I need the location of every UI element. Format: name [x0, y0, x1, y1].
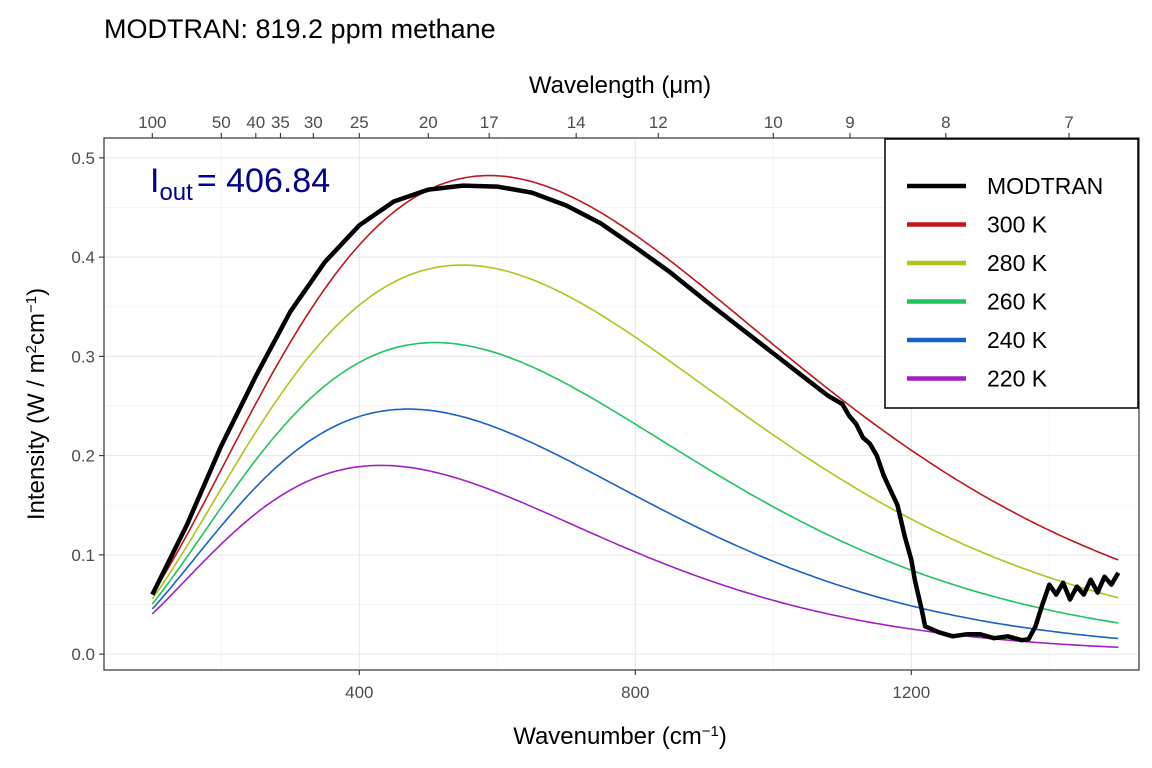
y-axis-label-sup2: −1	[23, 296, 40, 313]
iout-symbol: I	[150, 162, 159, 200]
x-axis-label-unit: cm	[670, 723, 702, 750]
legend-label: 300 K	[987, 212, 1048, 238]
legend-label: MODTRAN	[987, 173, 1103, 199]
iout-value: = 406.84	[197, 162, 330, 200]
y-tick-label: 0.0	[71, 645, 95, 664]
top-tick-label: 50	[212, 113, 231, 132]
legend-label: 260 K	[987, 289, 1048, 315]
y-tick-label: 0.5	[71, 149, 95, 168]
x-axis-label-name: Wavenumber	[513, 723, 655, 750]
top-tick-label: 30	[304, 113, 323, 132]
chart-title: MODTRAN: 819.2 ppm methane	[104, 14, 496, 44]
plot-border	[103, 137, 1140, 671]
y-axis-ticks: 0.0 0.1 0.2 0.3 0.4 0.5	[71, 149, 104, 664]
y-axis-label-unit: W / m	[23, 353, 50, 416]
top-tick-label: 40	[246, 113, 265, 132]
top-tick-label: 14	[567, 113, 586, 132]
top-tick-label: 10	[764, 113, 783, 132]
x-axis-ticks: 400 800 1200	[345, 670, 930, 702]
legend: MODTRAN 300 K 280 K 260 K 240 K 220 K	[884, 138, 1139, 409]
top-tick-label: 7	[1064, 113, 1073, 132]
top-tick-label: 8	[941, 113, 950, 132]
series-line-300-k	[151, 174, 1119, 595]
y-tick-label: 0.1	[71, 546, 95, 565]
y-tick-label: 0.4	[71, 248, 95, 267]
legend-label: 240 K	[987, 327, 1048, 353]
series-group	[150, 174, 1121, 648]
legend-label: 280 K	[987, 250, 1048, 276]
series-line-260-k	[151, 341, 1119, 624]
top-axis-ticks: 100 50 40 35 30 25 20 17 14 12 10 9 8 7	[138, 113, 1074, 138]
series-line-240-k	[151, 408, 1119, 640]
y-tick-label: 0.3	[71, 347, 95, 366]
top-tick-label: 25	[350, 113, 369, 132]
top-tick-label: 100	[138, 113, 166, 132]
y-axis-label-sup1: 2	[23, 345, 40, 353]
y-axis-label-name: Intensity	[23, 431, 50, 520]
top-tick-label: 20	[419, 113, 438, 132]
top-tick-label: 35	[271, 113, 290, 132]
series-line-280-k	[151, 264, 1119, 600]
top-axis-label: Wavelength (μm)	[529, 72, 711, 99]
iout-subscript: out	[159, 179, 193, 206]
legend-label: 220 K	[987, 366, 1048, 392]
series-line-modtran	[150, 183, 1121, 643]
y-tick-label: 0.2	[71, 447, 95, 466]
x-tick-label: 1200	[892, 683, 930, 702]
y-axis-label: Intensity (W / m2cm−1)	[23, 288, 51, 520]
x-axis-label-exp: −1	[702, 723, 719, 740]
x-tick-label: 800	[621, 683, 649, 702]
y-axis-label-cm: cm	[23, 313, 50, 345]
top-tick-label: 17	[480, 113, 499, 132]
x-axis-label: Wavenumber (cm−1)	[513, 723, 727, 751]
top-tick-label: 9	[845, 113, 854, 132]
top-tick-label: 12	[649, 113, 668, 132]
iout-annotation: Iout = 406.84	[150, 162, 330, 206]
x-tick-label: 400	[345, 683, 373, 702]
